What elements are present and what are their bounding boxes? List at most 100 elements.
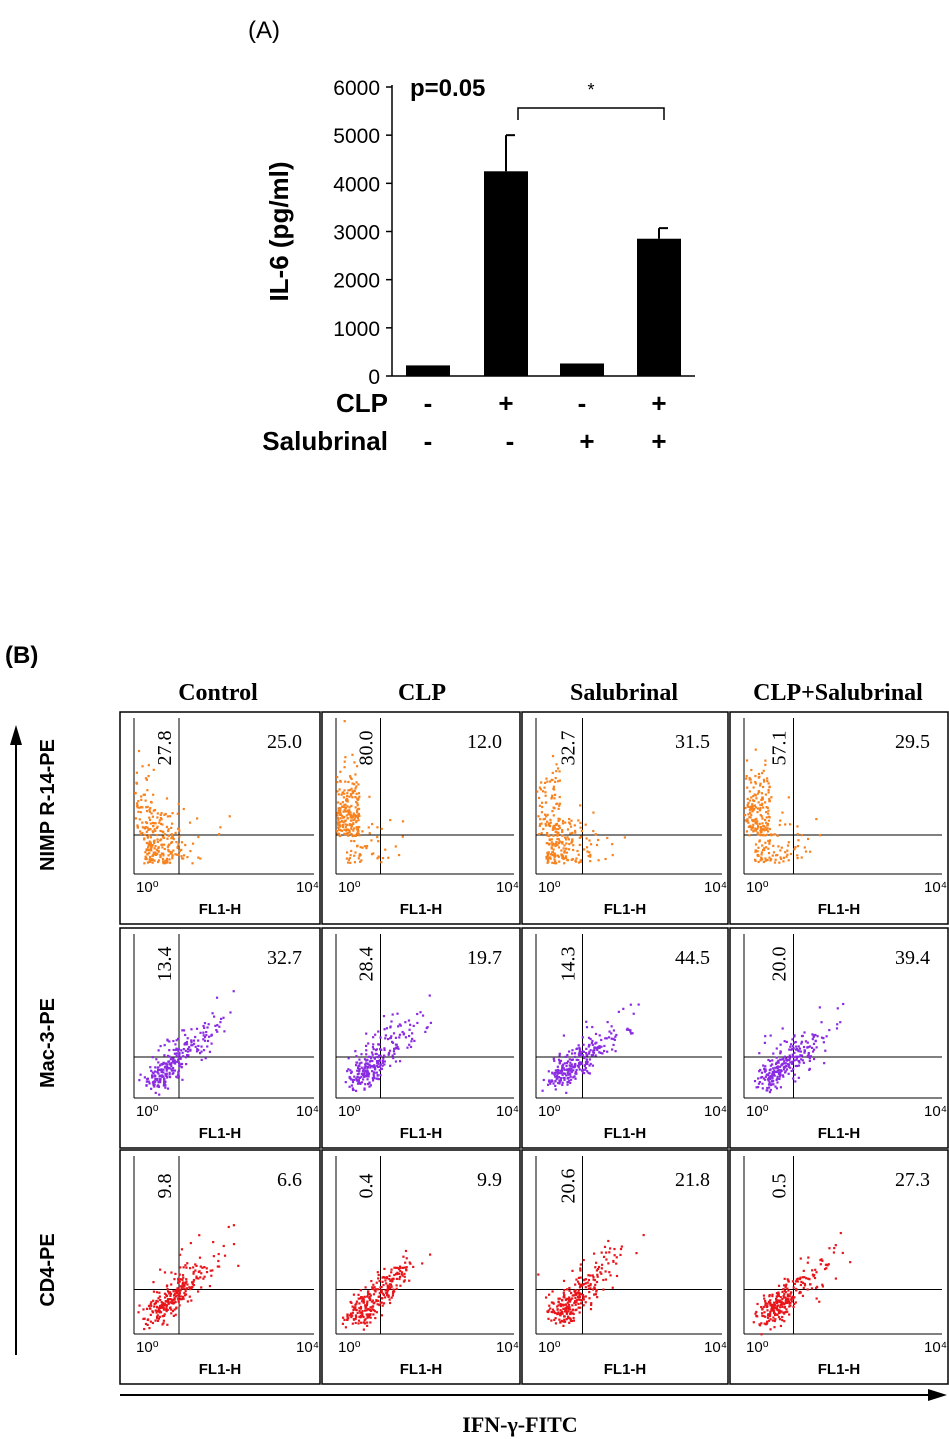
event-dot <box>756 1302 759 1306</box>
event-dot <box>762 825 766 828</box>
event-dot <box>758 790 761 794</box>
event-dot <box>561 1081 564 1084</box>
event-dot <box>789 1304 792 1307</box>
event-dot <box>784 851 787 854</box>
event-dot <box>162 1302 165 1305</box>
event-dot <box>157 1049 160 1052</box>
x-tick-min: 10⁰ <box>746 1339 769 1356</box>
event-dot <box>614 1050 617 1053</box>
event-dot <box>357 792 361 795</box>
event-dot <box>165 1304 168 1307</box>
event-dot <box>182 1276 185 1279</box>
event-dot <box>771 1293 774 1296</box>
column-header: Salubrinal <box>570 680 678 706</box>
event-dot <box>788 1058 791 1062</box>
event-dot <box>583 1056 586 1060</box>
plot-x-label: FL1-H <box>199 1125 242 1142</box>
event-dot <box>745 774 748 778</box>
upper-right-percentage: 31.5 <box>675 731 710 753</box>
event-dot <box>171 857 174 860</box>
event-dot <box>149 849 152 852</box>
event-dot <box>188 1295 191 1298</box>
event-dot <box>165 1074 168 1077</box>
event-dot <box>156 1068 160 1072</box>
event-dot <box>421 1262 424 1265</box>
event-dot <box>416 1012 419 1016</box>
event-dot <box>575 1058 578 1061</box>
event-dot <box>212 1255 215 1258</box>
event-dot <box>399 1269 402 1273</box>
event-dot <box>791 1060 794 1063</box>
upper-left-percentage: 27.8 <box>154 731 176 766</box>
event-dot <box>800 1042 803 1045</box>
event-dot <box>835 1027 839 1030</box>
event-dot <box>594 1032 598 1036</box>
event-dot <box>577 1289 580 1292</box>
event-dot <box>749 778 752 781</box>
event-dot <box>144 1322 148 1326</box>
event-dot <box>181 1285 184 1288</box>
event-dot <box>143 793 146 796</box>
event-dot <box>175 1039 178 1042</box>
event-dot <box>566 1083 569 1086</box>
event-dot <box>363 1075 367 1078</box>
event-dot <box>378 1291 382 1295</box>
event-dot <box>359 1307 363 1310</box>
event-dot <box>766 1086 769 1090</box>
event-dot <box>575 1068 578 1072</box>
event-dot <box>151 1321 155 1325</box>
upper-left-percentage: 20.0 <box>769 947 791 982</box>
event-dot <box>559 1309 562 1312</box>
event-dot <box>346 1318 349 1321</box>
event-dot <box>579 1283 582 1286</box>
event-dot <box>194 1269 197 1272</box>
event-dot <box>377 856 380 859</box>
event-dot <box>765 828 768 831</box>
event-dot <box>337 823 340 826</box>
event-dot <box>797 1064 801 1067</box>
event-dot <box>772 1072 775 1075</box>
event-dot <box>378 1069 381 1072</box>
event-dot <box>147 842 150 845</box>
event-dot <box>779 1299 782 1302</box>
event-dot <box>773 1070 777 1074</box>
event-dot <box>379 1074 382 1077</box>
event-dot <box>153 847 156 850</box>
event-dot <box>746 786 749 789</box>
event-dot <box>564 1298 567 1302</box>
event-dot <box>568 842 571 846</box>
event-dot <box>376 1271 379 1274</box>
event-dot <box>352 814 355 817</box>
event-dot <box>769 859 772 862</box>
event-dot <box>758 822 761 825</box>
event-dot <box>367 826 370 829</box>
event-dot <box>776 853 779 857</box>
event-dot <box>204 1057 207 1060</box>
event-dot <box>782 1311 785 1314</box>
event-dot <box>565 1091 568 1094</box>
event-dot <box>346 805 349 808</box>
event-dot <box>368 832 371 835</box>
event-dot <box>595 1288 598 1292</box>
event-dot <box>768 1300 771 1303</box>
event-dot <box>777 1292 780 1296</box>
event-dot <box>152 809 155 812</box>
event-dot <box>767 1058 770 1062</box>
event-dot <box>766 1321 769 1324</box>
event-dot <box>564 821 567 824</box>
event-dot <box>186 1037 189 1040</box>
event-dot <box>170 1283 173 1286</box>
event-dot <box>389 1279 392 1283</box>
event-dot <box>822 1037 825 1040</box>
event-dot <box>566 1060 570 1063</box>
event-dot <box>575 1278 578 1281</box>
event-dot <box>790 1300 793 1303</box>
event-dot <box>567 1080 570 1084</box>
bar <box>406 365 450 376</box>
event-dot <box>607 1262 610 1265</box>
event-dot <box>372 1048 375 1051</box>
plot-x-label: FL1-H <box>818 901 861 918</box>
event-dot <box>800 1034 804 1038</box>
event-dot <box>569 1298 573 1301</box>
